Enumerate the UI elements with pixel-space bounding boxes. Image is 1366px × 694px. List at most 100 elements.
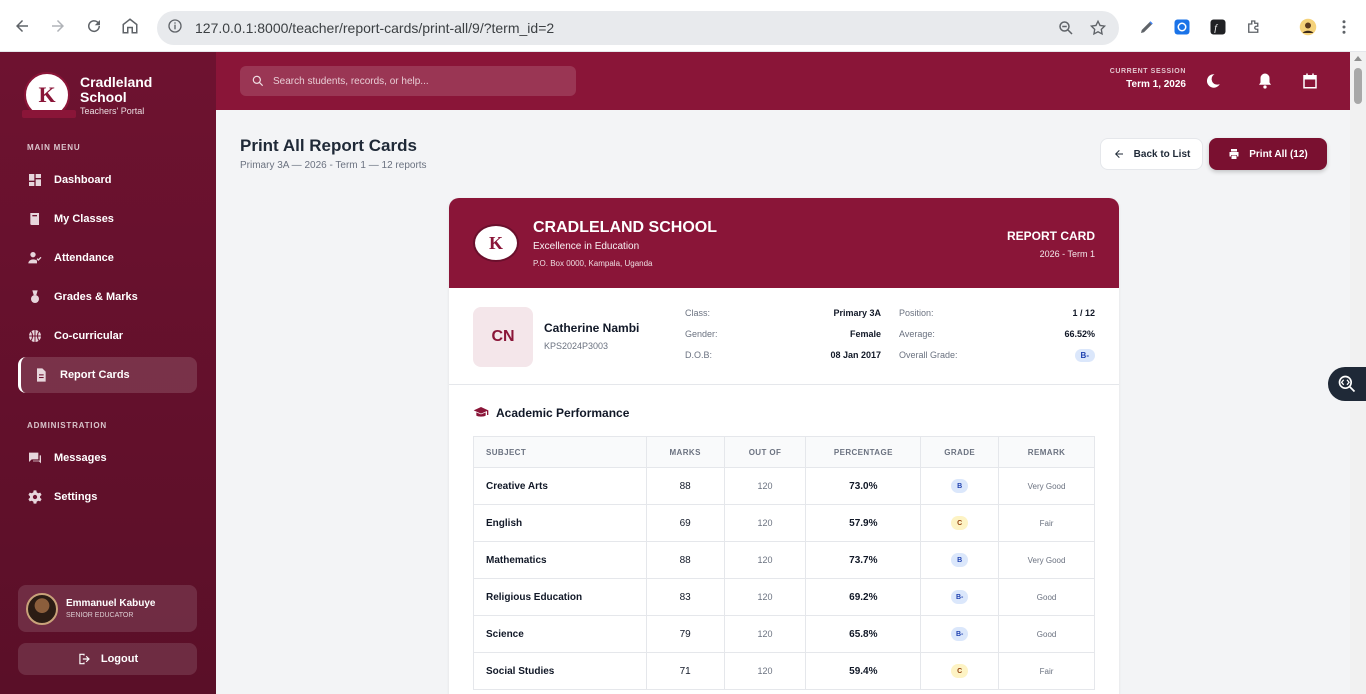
search-box[interactable] (240, 66, 576, 96)
print-all-button[interactable]: Print All (12) (1209, 138, 1327, 170)
graduation-cap-icon (473, 406, 489, 420)
sidebar-item-settings[interactable]: Settings (18, 479, 197, 515)
code-search-icon (1338, 375, 1356, 393)
gender-label: Gender: (685, 329, 718, 339)
sidebar-item-dashboard[interactable]: Dashboard (18, 162, 197, 198)
cell-subject: Mathematics (473, 541, 647, 579)
column-header-marks: MARKS (645, 436, 725, 468)
column-header-subject: SUBJECT (473, 436, 647, 468)
cell-marks: 88 (645, 467, 725, 505)
sidebar-item-label: Messages (54, 452, 107, 464)
position-label: Position: (899, 308, 934, 318)
cell-percentage: 73.7% (805, 541, 922, 579)
notifications-bell-icon[interactable] (1256, 72, 1274, 90)
grade-badge: C (951, 516, 969, 530)
sidebar-item-label: Attendance (54, 252, 114, 264)
logout-button[interactable]: Logout (18, 643, 197, 675)
cell-subject: Social Studies (473, 652, 647, 690)
cell-subject: Creative Arts (473, 467, 647, 505)
sidebar-item-grades[interactable]: Grades & Marks (18, 279, 197, 315)
search-input[interactable] (273, 75, 563, 87)
back-arrow-icon[interactable] (8, 12, 36, 40)
report-card-title: REPORT CARD (1006, 229, 1095, 243)
school-crest-logo: K (22, 72, 76, 118)
sidebar-item-my-classes[interactable]: My Classes (18, 201, 197, 237)
print-label: Print All (12) (1249, 148, 1308, 160)
current-session: CURRENT SESSION Term 1, 2026 (1110, 68, 1186, 90)
table-row: Social Studies 71 120 59.4% C Fair (473, 652, 1095, 690)
sidebar: K Cradleland School Teachers' Portal MAI… (0, 52, 216, 694)
sidebar-item-co-curricular[interactable]: Co-curricular (18, 318, 197, 354)
sidebar-item-report-cards[interactable]: Report Cards (18, 357, 197, 393)
cell-grade: B (920, 467, 1000, 505)
cell-remark: Good (998, 578, 1095, 616)
cell-out-of: 120 (723, 615, 807, 653)
table-row: Religious Education 83 120 69.2% B- Good (473, 578, 1095, 616)
calendar-icon[interactable] (1301, 72, 1319, 90)
grade-badge: B- (951, 627, 969, 641)
bookmark-star-icon[interactable] (1089, 19, 1107, 42)
dob-value: 08 Jan 2017 (830, 350, 881, 360)
cell-remark: Very Good (998, 467, 1095, 505)
table-header-row: SUBJECT MARKS OUT OF PERCENTAGE GRADE RE… (473, 436, 1095, 468)
pen-extension-icon[interactable] (1136, 16, 1158, 38)
floating-inspector-button[interactable] (1328, 367, 1366, 401)
overall-grade-label: Overall Grade: (899, 350, 958, 360)
cell-subject: English (473, 504, 647, 542)
browser-menu-icon[interactable] (1333, 16, 1355, 38)
average-value: 66.52% (1064, 329, 1095, 339)
academic-performance-title: Academic Performance (496, 406, 630, 420)
cell-percentage: 57.9% (805, 504, 922, 542)
brand-name: Cradleland School (80, 73, 153, 105)
address-bar[interactable]: 127.0.0.1:8000/teacher/report-cards/prin… (157, 11, 1119, 45)
user-check-icon (28, 252, 42, 264)
user-profile-card[interactable]: Emmanuel Kabuye SENIOR EDUCATOR (18, 585, 197, 632)
sidebar-item-label: Co-curricular (54, 330, 124, 342)
cell-out-of: 120 (723, 578, 807, 616)
brain-extension-icon[interactable] (1171, 16, 1193, 38)
cell-percentage: 65.8% (805, 615, 922, 653)
class-label: Class: (685, 308, 711, 318)
gender-value: Female (849, 329, 881, 339)
sidebar-item-label: Dashboard (54, 174, 112, 186)
profile-avatar-icon[interactable] (1297, 16, 1319, 38)
forward-arrow-icon[interactable] (44, 12, 72, 40)
scroll-up-arrow-icon[interactable] (1354, 56, 1362, 61)
grade-badge: C (951, 664, 969, 678)
class-value: Primary 3A (833, 308, 881, 318)
school-address: P.O. Box 0000, Kampala, Uganda (533, 259, 653, 268)
sidebar-item-label: Report Cards (60, 369, 130, 381)
site-info-icon[interactable] (167, 18, 183, 39)
top-header: CURRENT SESSION Term 1, 2026 (216, 52, 1350, 110)
brand[interactable]: K Cradleland School Teachers' Portal (22, 72, 170, 118)
sidebar-item-messages[interactable]: Messages (18, 440, 197, 476)
sidebar-item-attendance[interactable]: Attendance (18, 240, 197, 276)
school-crest-logo: K (473, 224, 519, 262)
sidebar-item-label: Grades & Marks (54, 291, 138, 303)
cell-out-of: 120 (723, 504, 807, 542)
back-label: Back to List (1133, 148, 1191, 160)
cell-grade: B (920, 541, 1000, 579)
url-text: 127.0.0.1:8000/teacher/report-cards/prin… (195, 20, 555, 36)
sidebar-item-label: Settings (54, 491, 98, 503)
cell-out-of: 120 (723, 467, 807, 505)
cell-remark: Good (998, 615, 1095, 653)
puzzle-extensions-icon[interactable] (1243, 16, 1265, 38)
search-icon (252, 75, 264, 87)
column-header-remark: REMARK (998, 436, 1095, 468)
home-icon[interactable] (116, 12, 144, 40)
dark-mode-moon-icon[interactable] (1204, 72, 1222, 90)
user-name: Emmanuel Kabuye (66, 598, 156, 609)
back-to-list-button[interactable]: Back to List (1100, 138, 1203, 170)
grade-badge: B (951, 553, 969, 567)
medal-icon (31, 290, 39, 303)
reload-icon[interactable] (80, 12, 108, 40)
report-card-header: K CRADLELAND SCHOOL Excellence in Educat… (449, 198, 1119, 288)
zoom-icon[interactable] (1057, 19, 1075, 42)
overall-grade-badge: B- (1074, 349, 1095, 362)
scrollbar-thumb[interactable] (1354, 68, 1362, 104)
table-row: Science 79 120 65.8% B- Good (473, 615, 1095, 653)
formula-extension-icon[interactable]: f (1207, 16, 1229, 38)
cell-grade: B- (920, 578, 1000, 616)
cell-subject: Religious Education (473, 578, 647, 616)
